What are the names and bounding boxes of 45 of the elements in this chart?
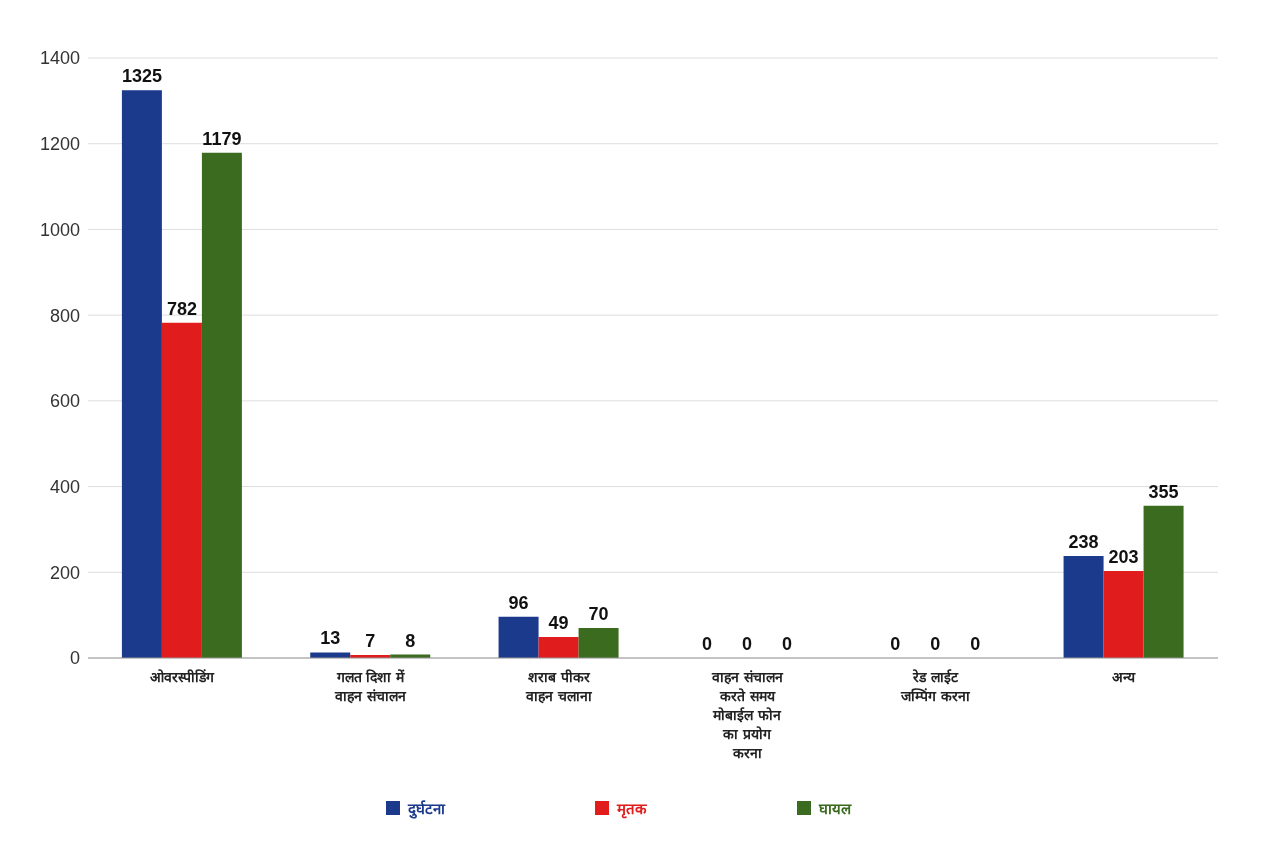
x-tick-label: रेड लाईट जम्पिंग करना <box>900 669 971 704</box>
data-label: 1179 <box>202 128 242 149</box>
y-tick-label: 800 <box>49 305 80 326</box>
bar <box>1103 571 1144 658</box>
data-label: 8 <box>405 630 416 651</box>
data-label: 238 <box>1068 532 1099 552</box>
bar <box>1143 505 1184 658</box>
bar <box>578 628 619 658</box>
y-tick-label: 1400 <box>39 48 80 69</box>
x-tick-label: शराब पीकर वाहन चलाना <box>524 669 593 704</box>
y-tick-label: 400 <box>49 476 80 497</box>
data-label: 0 <box>781 633 792 654</box>
data-label: 0 <box>741 633 752 654</box>
data-label: 7 <box>365 631 376 651</box>
bar <box>498 616 539 658</box>
data-label: 0 <box>970 633 981 654</box>
bar <box>1063 556 1104 658</box>
data-label: 0 <box>701 633 712 654</box>
data-label: 0 <box>890 633 901 654</box>
x-tick-label: गलत दिशा में वाहन संचालन <box>334 669 407 704</box>
legend-label: मृतक <box>615 799 647 818</box>
y-tick-label: 0 <box>69 648 80 669</box>
data-label: 96 <box>508 592 529 613</box>
data-label: 70 <box>588 604 609 624</box>
data-label: 203 <box>1108 547 1139 567</box>
bar <box>310 652 351 658</box>
legend-label: घायल <box>817 799 851 818</box>
data-label: 49 <box>548 613 569 633</box>
bar <box>161 322 202 658</box>
data-label: 1325 <box>121 66 162 87</box>
legend-label: दुर्घटना <box>406 799 445 818</box>
y-tick-label: 200 <box>49 562 80 583</box>
bar <box>121 90 162 658</box>
data-label: 782 <box>166 298 197 319</box>
data-label: 355 <box>1148 481 1179 502</box>
bar <box>201 152 242 658</box>
x-tick-label: अन्य <box>1112 669 1137 685</box>
x-tick-label: वाहन संचालन करते समय मोबाईल फोन का प्रयोग करना <box>710 669 784 761</box>
y-tick-label: 1200 <box>39 134 80 155</box>
data-label: 0 <box>930 633 941 654</box>
y-tick-label: 1000 <box>39 219 80 240</box>
data-label: 13 <box>320 628 341 649</box>
x-tick-label: ओवरस्पीडिंग <box>150 669 216 685</box>
y-tick-label: 600 <box>49 391 80 412</box>
bar <box>538 637 579 658</box>
